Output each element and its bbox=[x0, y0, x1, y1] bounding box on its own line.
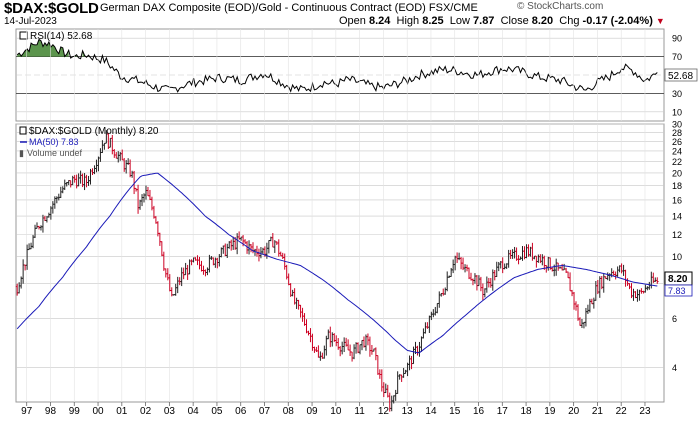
x-tick-label: 02 bbox=[140, 406, 152, 417]
rsi-line bbox=[16, 38, 658, 93]
x-tick-label: 19 bbox=[544, 406, 556, 417]
price-bar bbox=[655, 277, 659, 284]
price-tick-label: 26 bbox=[672, 137, 682, 147]
x-tick-label: 11 bbox=[354, 406, 365, 417]
ma50-line bbox=[16, 172, 658, 354]
x-tick-label: 15 bbox=[449, 406, 461, 417]
price-tick-label: 22 bbox=[672, 157, 682, 167]
ma-value-tag: 7.83 bbox=[664, 284, 693, 297]
price-tick-label: 20 bbox=[672, 168, 682, 178]
x-tick-label: 00 bbox=[92, 406, 104, 417]
rsi-legend-swatch bbox=[19, 31, 28, 40]
rsi-tick-label: 10 bbox=[672, 107, 682, 117]
chart-symbol: $DAX:$GOLD bbox=[4, 0, 99, 17]
rsi-value-tag-text: 52.68 bbox=[668, 71, 693, 82]
rsi-tick-label: 30 bbox=[672, 89, 682, 99]
rsi-value-tag-box bbox=[664, 68, 698, 82]
rsi-tick-label: 70 bbox=[672, 52, 682, 62]
price-panel: 3028262422201816141210864 97989900010203… bbox=[15, 29, 693, 417]
rsi-tick-label: 90 bbox=[672, 34, 682, 44]
close-value: 8.20 bbox=[531, 15, 554, 27]
x-tick-label: 04 bbox=[188, 406, 200, 417]
x-tick-label: 97 bbox=[21, 406, 33, 417]
price-tick-label: 4 bbox=[672, 363, 677, 373]
price-tick-label: 28 bbox=[672, 128, 682, 138]
rsi-panel: 9070503010 RSI(14) 52.68 52.68 bbox=[15, 28, 698, 122]
x-tick-label: 03 bbox=[164, 406, 176, 417]
chg-value: -0.17 (-2.04%) bbox=[582, 15, 653, 27]
price-bars bbox=[15, 130, 659, 412]
x-tick-label: 13 bbox=[402, 406, 414, 417]
x-tick-label: 99 bbox=[69, 406, 81, 417]
price-tick-label: 10 bbox=[672, 252, 682, 262]
down-triangle-icon: ▼ bbox=[655, 16, 665, 26]
x-tick-label: 01 bbox=[116, 406, 128, 417]
ma-value-tag-box bbox=[664, 284, 693, 297]
x-tick-label: 17 bbox=[497, 406, 509, 417]
price-panel-frame bbox=[15, 123, 665, 403]
last-price-tag-text: 8.20 bbox=[668, 274, 688, 285]
close-label: Close bbox=[500, 15, 529, 27]
low-label: Low bbox=[449, 15, 470, 27]
x-tick-label: 05 bbox=[211, 406, 223, 417]
chart-date: 14-Jul-2023 bbox=[4, 16, 57, 27]
x-tick-label: 14 bbox=[425, 406, 437, 417]
price-tick-label: 16 bbox=[672, 195, 682, 205]
low-value: 7.87 bbox=[473, 15, 495, 27]
watermark-source: © StockCharts.com bbox=[517, 1, 604, 12]
price-tick-label: 18 bbox=[672, 181, 682, 191]
price-tick-label: 14 bbox=[672, 212, 682, 222]
high-label: High bbox=[396, 15, 420, 27]
price-legend-swatch bbox=[19, 126, 27, 135]
price-tick-label: 6 bbox=[672, 314, 677, 324]
chg-label: Chg bbox=[559, 15, 580, 27]
open-label: Open bbox=[339, 15, 366, 27]
price-tick-label: 30 bbox=[672, 120, 682, 130]
price-tick-label: 12 bbox=[672, 230, 682, 240]
price-axis-ticks: 3028262422201816141210864 bbox=[672, 120, 682, 373]
ma-value-tag-text: 7.83 bbox=[668, 286, 686, 296]
x-tick-label: 21 bbox=[592, 406, 604, 417]
ohlc-readout: Open 8.24 High 8.25 Low 7.87 Close 8.20 … bbox=[339, 15, 665, 27]
rsi-value-tag: 52.68 bbox=[664, 68, 698, 82]
x-tick-label: 09 bbox=[306, 406, 318, 417]
ma-legend-text: MA(50) 7.83 bbox=[29, 137, 79, 147]
x-tick-label: 23 bbox=[639, 406, 651, 417]
x-tick-label: 06 bbox=[235, 406, 247, 417]
x-tick-label: 18 bbox=[521, 406, 533, 417]
price-tick-label: 24 bbox=[672, 146, 682, 156]
last-price-tag: 8.20 bbox=[664, 271, 693, 286]
x-tick-label: 07 bbox=[259, 406, 271, 417]
x-tick-label: 10 bbox=[330, 406, 342, 417]
x-tick-label: 16 bbox=[473, 406, 485, 417]
x-tick-label: 22 bbox=[616, 406, 628, 417]
volume-legend-text: Volume undef bbox=[27, 148, 83, 158]
high-value: 8.25 bbox=[422, 15, 444, 27]
x-axis-ticks: 97 98 99 00 01 02 03 04 05 06 07 08 09 10 11 12 13 14 15 16… bbox=[21, 402, 651, 417]
x-tick-label: 08 bbox=[283, 406, 295, 417]
x-tick-label: 20 bbox=[568, 406, 580, 417]
price-legend-text: $DAX:$GOLD (Monthly) 8.20 bbox=[29, 126, 159, 137]
x-tick-label: 98 bbox=[45, 406, 57, 417]
rsi-grid bbox=[16, 37, 664, 113]
price-grid bbox=[16, 29, 664, 402]
price-legend: $DAX:$GOLD (Monthly) 8.20 MA(50) 7.83 ▮ … bbox=[19, 126, 159, 158]
open-value: 8.24 bbox=[368, 15, 391, 27]
rsi-legend: RSI(14) 52.68 bbox=[19, 31, 93, 42]
x-tick-label: 12 bbox=[378, 406, 390, 417]
rsi-legend-text: RSI(14) 52.68 bbox=[30, 31, 93, 42]
volume-legend-icon: ▮ bbox=[19, 148, 24, 158]
chart-description: German DAX Composite (EOD)/Gold - Contin… bbox=[100, 2, 478, 14]
